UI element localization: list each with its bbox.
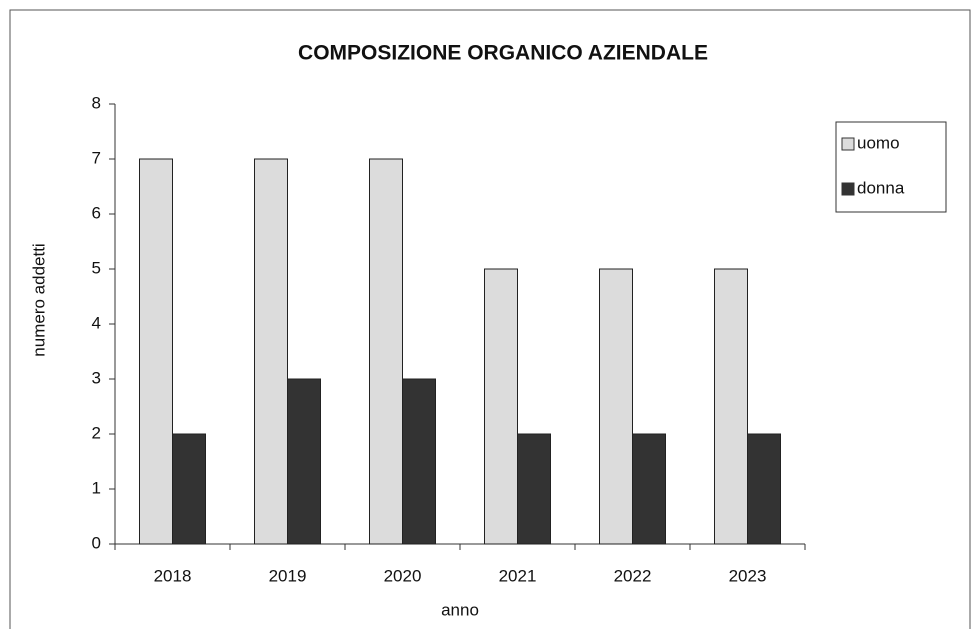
legend-label: donna xyxy=(857,178,905,197)
y-tick-label: 8 xyxy=(92,93,101,112)
bar xyxy=(139,158,173,545)
bar xyxy=(402,378,436,545)
x-axis-label: anno xyxy=(441,600,479,619)
chart-border xyxy=(9,9,971,629)
legend-swatch xyxy=(841,182,855,196)
x-tick-label: 2018 xyxy=(154,566,192,585)
bar xyxy=(172,433,206,545)
x-tick-label: 2019 xyxy=(269,566,307,585)
y-tick-label: 4 xyxy=(92,313,101,332)
y-tick-label: 1 xyxy=(92,478,101,497)
legend-swatch xyxy=(841,137,855,151)
x-tick-label: 2022 xyxy=(614,566,652,585)
bar xyxy=(747,433,781,545)
y-tick-label: 7 xyxy=(92,148,101,167)
legend-label: uomo xyxy=(857,133,900,152)
chart-title: COMPOSIZIONE ORGANICO AZIENDALE xyxy=(298,42,708,65)
y-axis-label: numero addetti xyxy=(29,243,48,356)
bar xyxy=(287,378,321,545)
x-tick-label: 2021 xyxy=(499,566,537,585)
bar xyxy=(369,158,403,545)
legend-box xyxy=(835,121,947,213)
bar xyxy=(714,268,748,545)
bar xyxy=(484,268,518,545)
bar xyxy=(599,268,633,545)
bar xyxy=(632,433,666,545)
y-tick-label: 6 xyxy=(92,203,101,222)
x-tick-label: 2020 xyxy=(384,566,422,585)
y-tick-label: 5 xyxy=(92,258,101,277)
bar xyxy=(254,158,288,545)
y-tick-label: 3 xyxy=(92,368,101,387)
x-tick-label: 2023 xyxy=(729,566,767,585)
bar xyxy=(517,433,551,545)
y-tick-label: 0 xyxy=(92,533,101,552)
y-tick-label: 2 xyxy=(92,423,101,442)
